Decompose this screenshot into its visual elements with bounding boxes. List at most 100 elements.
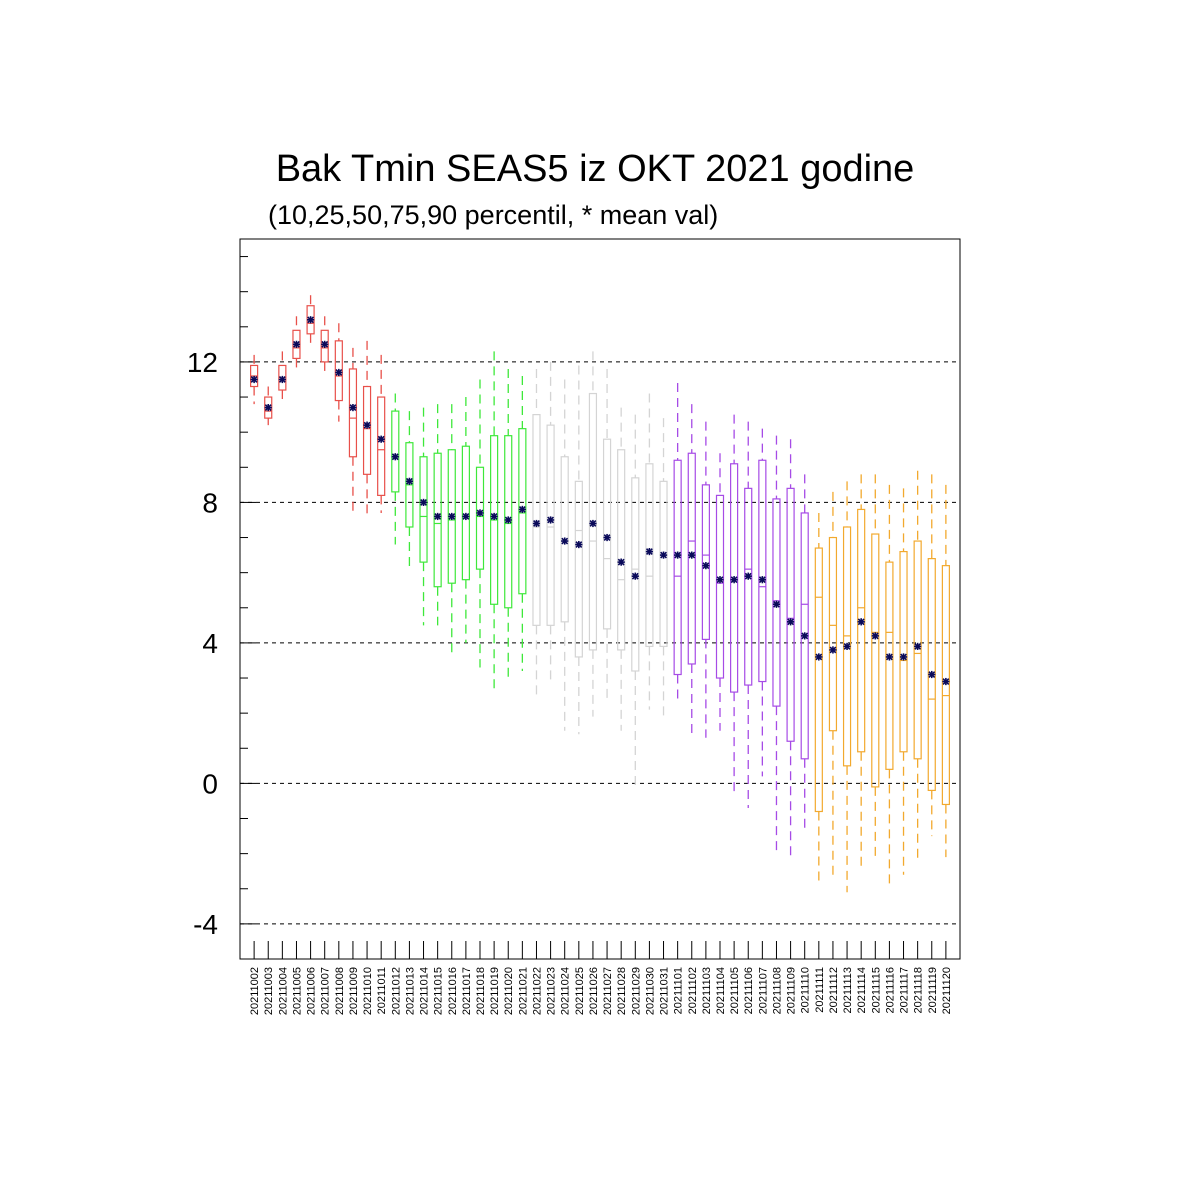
iqr-box [518, 428, 527, 595]
box-20211104 [715, 453, 725, 731]
grid-lines [240, 361, 960, 925]
mean-stroke [631, 572, 639, 580]
x-tick-label: 20211002 [249, 967, 261, 1015]
x-tick-label: 20211029 [630, 967, 642, 1015]
mean-stroke [645, 548, 653, 556]
iqr-box [433, 452, 442, 588]
y-tick-label: 8 [202, 487, 218, 518]
iqr-box [645, 463, 654, 648]
mean-marker [659, 551, 668, 559]
mean-marker [250, 375, 258, 384]
mean-marker [335, 368, 343, 377]
iqr-box [362, 385, 372, 475]
box-20211002 [250, 354, 259, 405]
mean-stroke [885, 653, 893, 661]
mean-stroke [335, 369, 343, 376]
mean-stroke [744, 572, 752, 580]
mean-stroke [843, 642, 851, 650]
mean-marker [448, 512, 456, 521]
mean-marker [363, 421, 371, 429]
iqr-box [687, 452, 696, 665]
x-tick-label: 20211025 [574, 967, 586, 1015]
iqr-box [631, 477, 640, 672]
mean-stroke [674, 551, 682, 559]
mean-marker [843, 642, 851, 651]
iqr-box [504, 435, 513, 609]
x-tick-label: 20211101 [673, 967, 685, 1014]
y-tick-label: -4 [193, 909, 218, 940]
x-tick-label: 20211024 [560, 967, 572, 1015]
x-tick-label: 20211007 [320, 967, 332, 1015]
mean-marker [786, 618, 795, 626]
iqr-box [899, 550, 908, 753]
mean-stroke [307, 316, 315, 324]
mean-marker [419, 498, 428, 507]
x-tick-label: 20211008 [334, 967, 346, 1015]
x-tick-label: 20211104 [715, 967, 727, 1014]
box-20211016 [447, 404, 456, 657]
x-tick-label: 20211017 [461, 967, 473, 1015]
mean-marker [914, 642, 922, 651]
x-tick-label: 20211010 [362, 967, 374, 1015]
x-tick-label: 20211016 [447, 967, 459, 1015]
mean-stroke [533, 520, 540, 527]
mean-stroke [900, 653, 907, 661]
box-20211030 [645, 393, 654, 710]
box-20211026 [588, 351, 598, 717]
x-tick-label: 20211119 [927, 967, 939, 1014]
box-20211015 [433, 404, 442, 626]
mean-stroke [730, 576, 738, 584]
iqr-box [913, 540, 922, 760]
x-tick-label: 20211107 [757, 967, 769, 1014]
mean-stroke [490, 513, 498, 520]
mean-stroke [815, 653, 823, 661]
mean-stroke [377, 435, 385, 443]
mean-marker [391, 453, 399, 461]
x-tick-label: 20211031 [659, 967, 671, 1015]
x-tick-label: 20211118 [913, 967, 925, 1014]
mean-stroke [857, 618, 865, 626]
box-20211012 [391, 393, 400, 545]
box-20211115 [871, 474, 880, 861]
x-tick-label: 20211023 [546, 967, 558, 1015]
iqr-box [334, 340, 343, 402]
mean-marker [603, 533, 611, 542]
x-tick-label: 20211027 [602, 967, 614, 1015]
box-20211102 [687, 404, 696, 738]
mean-marker [476, 509, 484, 517]
box-20211023 [546, 361, 555, 682]
mean-stroke [914, 642, 922, 650]
mean-marker [942, 677, 950, 686]
mean-marker [899, 653, 908, 661]
mean-marker [306, 316, 315, 324]
iqr-box [320, 329, 329, 363]
x-tick-label: 20211014 [419, 967, 431, 1015]
mean-stroke [617, 558, 625, 566]
mean-marker [490, 512, 498, 521]
mean-stroke [278, 376, 286, 383]
box-20211111 [814, 512, 823, 882]
mean-stroke [363, 421, 371, 429]
iqr-box [814, 547, 823, 813]
x-tick-label: 20211115 [870, 967, 882, 1014]
mean-stroke [250, 376, 258, 383]
mean-marker [561, 537, 569, 545]
box-20211112 [828, 491, 838, 879]
box-20211101 [673, 383, 682, 703]
x-tick-label: 20211019 [489, 967, 501, 1015]
x-tick-label: 20211018 [475, 967, 487, 1015]
mean-marker [674, 551, 682, 559]
mean-marker [575, 540, 583, 549]
iqr-box [758, 459, 767, 683]
box-20211024 [560, 379, 569, 731]
chart-title: Bak Tmin SEAS5 iz OKT 2021 godine [275, 148, 915, 190]
box-20211114 [857, 474, 866, 868]
iqr-box [419, 456, 428, 563]
x-tick-label: 20211030 [644, 967, 656, 1015]
box-20211025 [574, 365, 583, 735]
iqr-box [941, 565, 950, 806]
mean-stroke [787, 618, 795, 626]
iqr-box [560, 456, 569, 623]
box-20211009 [348, 347, 358, 517]
box-20211008 [334, 323, 343, 422]
